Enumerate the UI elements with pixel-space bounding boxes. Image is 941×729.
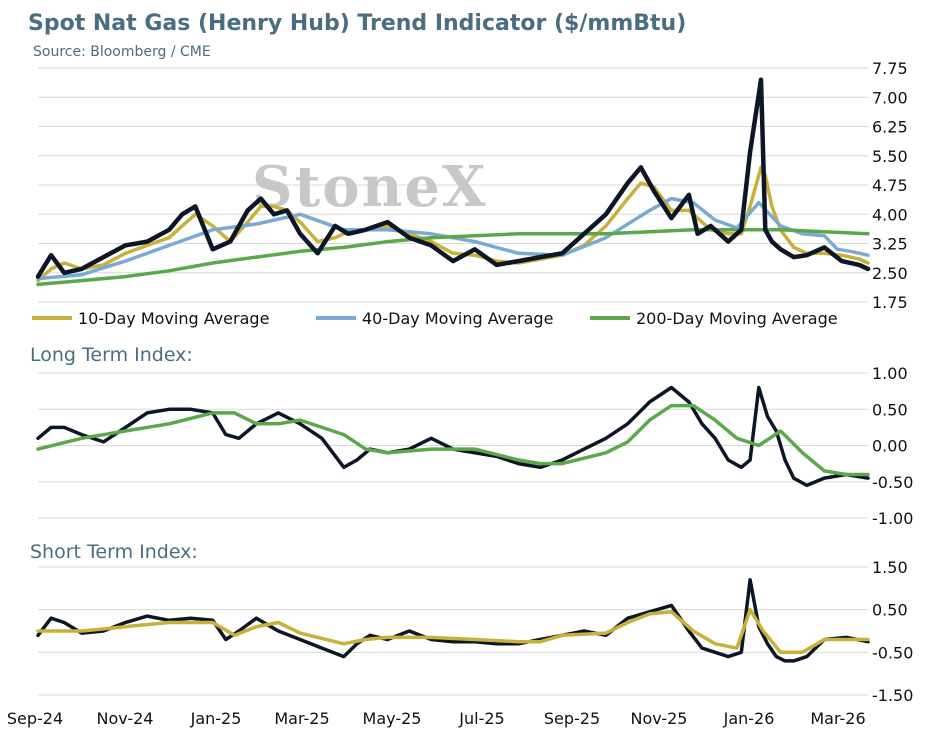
y-tick-label: -0.50 [872, 643, 913, 662]
x-tick-label: Sep-24 [7, 709, 63, 728]
x-axis-labels: Sep-24 Nov-24 Jan-25 Mar-25 May-25 Jul-25 Sep-… [7, 709, 866, 728]
y-tick-label: 0.00 [872, 437, 908, 456]
long-term-series [36, 385, 870, 488]
price-panel: StoneX 7.75 7.00 6.25 5.50 4.75 4.00 3.25 2.50 1… [32, 59, 908, 328]
x-tick-label: Nov-25 [631, 709, 688, 728]
short-term-y-ticks: 1.50 0.50 -0.50 -1.50 [872, 558, 913, 705]
long-term-panel: Long Term Index: 1.00 0.50 0.00 -0.50 -1.00 [30, 344, 913, 528]
y-tick-label: 3.25 [872, 235, 908, 254]
y-tick-label: 4.75 [872, 176, 908, 195]
price-y-ticks: 7.75 7.00 6.25 5.50 4.75 4.00 3.25 2.50 1.75 [872, 59, 908, 312]
x-tick-label: Jul-25 [458, 709, 504, 728]
y-tick-label: -0.50 [872, 473, 913, 492]
short-term-gridlines [38, 566, 868, 696]
y-tick-label: 5.50 [872, 147, 908, 166]
chart-title: Spot Nat Gas (Henry Hub) Trend Indicator… [28, 11, 686, 36]
y-tick-label: 2.50 [872, 264, 908, 283]
y-tick-label: -1.00 [872, 509, 913, 528]
x-tick-label: May-25 [363, 709, 422, 728]
short-term-series [36, 578, 870, 663]
y-tick-label: 1.00 [872, 364, 908, 383]
y-tick-label: 6.25 [872, 118, 908, 137]
long-term-title: Long Term Index: [30, 344, 193, 366]
y-tick-label: 0.50 [872, 601, 908, 620]
legend-label: 200-Day Moving Average [636, 309, 838, 328]
stonex-watermark: StoneX [252, 154, 487, 220]
long-term-gridlines [38, 372, 868, 519]
series-line [36, 607, 870, 655]
chart-source: Source: Bloomberg / CME [33, 44, 211, 60]
series-line [36, 228, 870, 287]
x-tick-label: Jan-26 [723, 709, 775, 728]
long-term-y-ticks: 1.00 0.50 0.00 -0.50 -1.00 [872, 364, 913, 528]
x-tick-label: Nov-24 [97, 709, 154, 728]
legend-label: 10-Day Moving Average [78, 309, 269, 328]
series-line [36, 403, 870, 477]
y-tick-label: 0.50 [872, 400, 908, 419]
legend-label: 40-Day Moving Average [362, 309, 553, 328]
x-tick-label: Mar-26 [810, 709, 865, 728]
y-tick-label: 1.50 [872, 558, 908, 577]
y-tick-label: -1.50 [872, 686, 913, 705]
series-line [35, 77, 871, 279]
y-tick-label: 1.75 [872, 293, 908, 312]
series-line [36, 578, 870, 663]
x-tick-label: Jan-25 [190, 709, 242, 728]
y-tick-label: 7.00 [872, 88, 908, 107]
short-term-title: Short Term Index: [30, 541, 198, 563]
x-tick-label: Mar-25 [274, 709, 329, 728]
price-legend: 10-Day Moving Average 40-Day Moving Avera… [32, 309, 838, 328]
y-tick-label: 4.00 [872, 205, 908, 224]
y-tick-label: 7.75 [872, 59, 908, 78]
series-line [36, 385, 870, 488]
price-series [35, 77, 871, 287]
x-tick-label: Sep-25 [544, 709, 600, 728]
series-line [36, 196, 870, 281]
short-term-panel: Short Term Index: 1.50 0.50 -0.50 -1.50 [30, 541, 913, 705]
